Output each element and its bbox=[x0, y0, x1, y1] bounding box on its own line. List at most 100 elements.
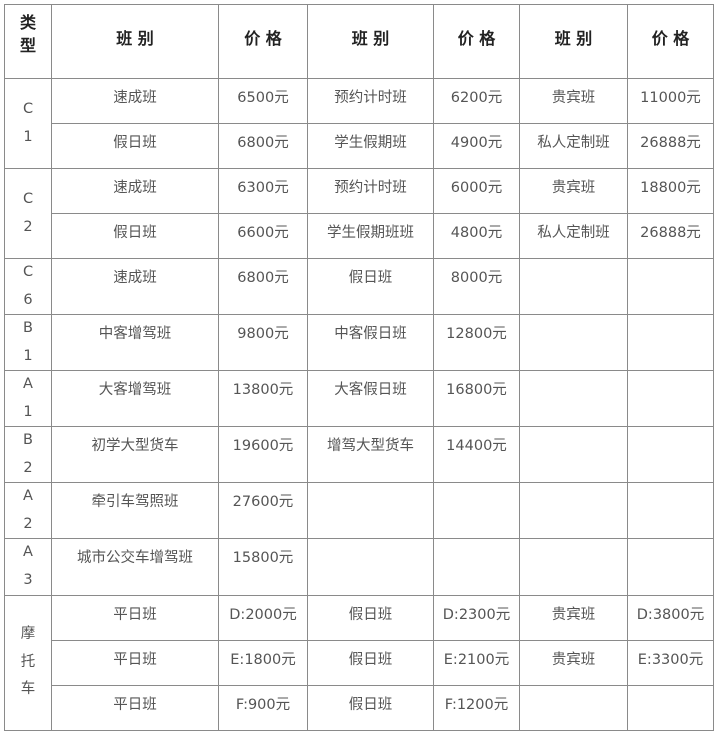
class-cell: 中客增驾班 bbox=[51, 314, 219, 372]
class-cell: 城市公交车增驾班 bbox=[51, 538, 219, 596]
price-cell: 26888元 bbox=[627, 123, 714, 169]
price-cell bbox=[627, 370, 714, 428]
table-row: 假日班 6600元 学生假期班班 4800元 私人定制班 26888元 bbox=[5, 213, 714, 259]
table-row: A3 城市公交车增驾班 15800元 bbox=[4, 538, 714, 596]
class-cell: 大客增驾班 bbox=[51, 370, 219, 428]
price-cell: 4900元 bbox=[433, 123, 520, 169]
type-label: A2 bbox=[23, 488, 33, 532]
header-class: 班 别 bbox=[519, 4, 628, 79]
price-cell: 16800元 bbox=[433, 370, 520, 428]
type-cell: B2 bbox=[4, 426, 52, 484]
price-cell: 26888元 bbox=[627, 213, 714, 259]
price-cell: 27600元 bbox=[218, 482, 308, 540]
class-cell: 私人定制班 bbox=[519, 123, 628, 169]
table-row: C2 速成班 6300元 预约计时班 6000元 贵宾班 18800元 bbox=[4, 168, 714, 259]
type-label: C1 bbox=[22, 100, 34, 145]
table-row: 平日班 E:1800元 假日班 E:2100元 贵宾班 E:3300元 bbox=[5, 639, 714, 686]
type-label: C2 bbox=[22, 190, 34, 235]
price-cell: 13800元 bbox=[218, 370, 308, 428]
price-cell: 14400元 bbox=[433, 426, 520, 484]
class-cell bbox=[519, 482, 628, 540]
price-cell: F:1200元 bbox=[433, 684, 520, 731]
price-cell: 6800元 bbox=[218, 123, 308, 169]
price-cell: 19600元 bbox=[218, 426, 308, 484]
table-row: B1 中客增驾班 9800元 中客假日班 12800元 bbox=[4, 314, 714, 372]
type-cell: C1 bbox=[4, 78, 52, 169]
price-cell: E:1800元 bbox=[218, 639, 308, 686]
class-cell bbox=[519, 314, 628, 372]
class-cell: 速成班 bbox=[51, 257, 219, 316]
table-row: C6 速成班 6800元 假日班 8000元 bbox=[4, 257, 714, 316]
class-cell: 假日班 bbox=[51, 213, 219, 259]
class-cell: 学生假期班 bbox=[307, 123, 434, 169]
type-label: B1 bbox=[23, 320, 33, 364]
price-cell: D:2000元 bbox=[218, 594, 308, 641]
class-cell bbox=[307, 538, 434, 596]
header-price: 价 格 bbox=[627, 4, 714, 79]
price-cell bbox=[627, 314, 714, 372]
class-cell bbox=[519, 426, 628, 484]
price-cell bbox=[627, 684, 714, 731]
price-cell: E:2100元 bbox=[433, 639, 520, 686]
type-label: A3 bbox=[23, 544, 33, 589]
price-cell: F:900元 bbox=[218, 684, 308, 731]
class-cell: 初学大型货车 bbox=[51, 426, 219, 484]
class-cell bbox=[519, 370, 628, 428]
table-row: C1 速成班 6500元 预约计时班 6200元 贵宾班 11000元 bbox=[4, 78, 714, 169]
class-cell bbox=[519, 684, 628, 731]
table-row: A1 大客增驾班 13800元 大客假日班 16800元 bbox=[4, 370, 714, 428]
price-cell bbox=[627, 538, 714, 596]
header-price: 价 格 bbox=[218, 4, 308, 79]
price-cell: 9800元 bbox=[218, 314, 308, 372]
price-cell: 6200元 bbox=[433, 78, 520, 124]
type-label: A1 bbox=[23, 376, 33, 420]
price-cell: 4800元 bbox=[433, 213, 520, 259]
class-cell: 假日班 bbox=[307, 684, 434, 731]
class-cell bbox=[519, 538, 628, 596]
type-cell: C6 bbox=[4, 257, 52, 316]
type-cell: C2 bbox=[4, 168, 52, 259]
class-cell: 速成班 bbox=[51, 168, 219, 214]
class-cell: 牵引车驾照班 bbox=[51, 482, 219, 540]
class-cell: 平日班 bbox=[51, 639, 219, 686]
header-class: 班 别 bbox=[51, 4, 219, 79]
type-cell: 摩托车 bbox=[4, 594, 52, 731]
price-cell: 6300元 bbox=[218, 168, 308, 214]
price-table: 类型班 别价 格班 别价 格班 别价 格 C1 速成班 6500元 预约计时班 6200… bbox=[4, 4, 714, 731]
class-cell bbox=[519, 257, 628, 316]
table-row: B2 初学大型货车 19600元 增驾大型货车 14400元 bbox=[4, 426, 714, 484]
class-cell: 贵宾班 bbox=[519, 78, 628, 124]
class-cell: 平日班 bbox=[51, 594, 219, 641]
price-cell: 6000元 bbox=[433, 168, 520, 214]
price-cell: D:3800元 bbox=[627, 594, 714, 641]
type-cell: A1 bbox=[4, 370, 52, 428]
price-cell: 6600元 bbox=[218, 213, 308, 259]
table-row: A2 牵引车驾照班 27600元 bbox=[4, 482, 714, 540]
price-cell bbox=[433, 538, 520, 596]
type-label: 摩托车 bbox=[20, 626, 36, 698]
class-cell: 假日班 bbox=[307, 257, 434, 316]
type-label: B2 bbox=[23, 432, 33, 476]
type-cell: A3 bbox=[4, 538, 52, 596]
price-cell bbox=[433, 482, 520, 540]
price-cell bbox=[627, 482, 714, 540]
header-row: 类型班 别价 格班 别价 格班 别价 格 bbox=[4, 4, 714, 79]
price-cell bbox=[627, 426, 714, 484]
class-cell: 平日班 bbox=[51, 684, 219, 731]
class-cell: 速成班 bbox=[51, 78, 219, 124]
price-cell: 15800元 bbox=[218, 538, 308, 596]
header-type: 类型 bbox=[4, 4, 52, 79]
price-cell: 6500元 bbox=[218, 78, 308, 124]
price-cell: 6800元 bbox=[218, 257, 308, 316]
header-price: 价 格 bbox=[433, 4, 520, 79]
class-cell: 贵宾班 bbox=[519, 594, 628, 641]
price-cell: 8000元 bbox=[433, 257, 520, 316]
class-cell: 假日班 bbox=[51, 123, 219, 169]
class-cell: 中客假日班 bbox=[307, 314, 434, 372]
table-row: 平日班 F:900元 假日班 F:1200元 bbox=[5, 684, 714, 731]
class-cell: 学生假期班班 bbox=[307, 213, 434, 259]
class-cell: 私人定制班 bbox=[519, 213, 628, 259]
price-cell: D:2300元 bbox=[433, 594, 520, 641]
class-cell: 大客假日班 bbox=[307, 370, 434, 428]
type-cell: A2 bbox=[4, 482, 52, 540]
